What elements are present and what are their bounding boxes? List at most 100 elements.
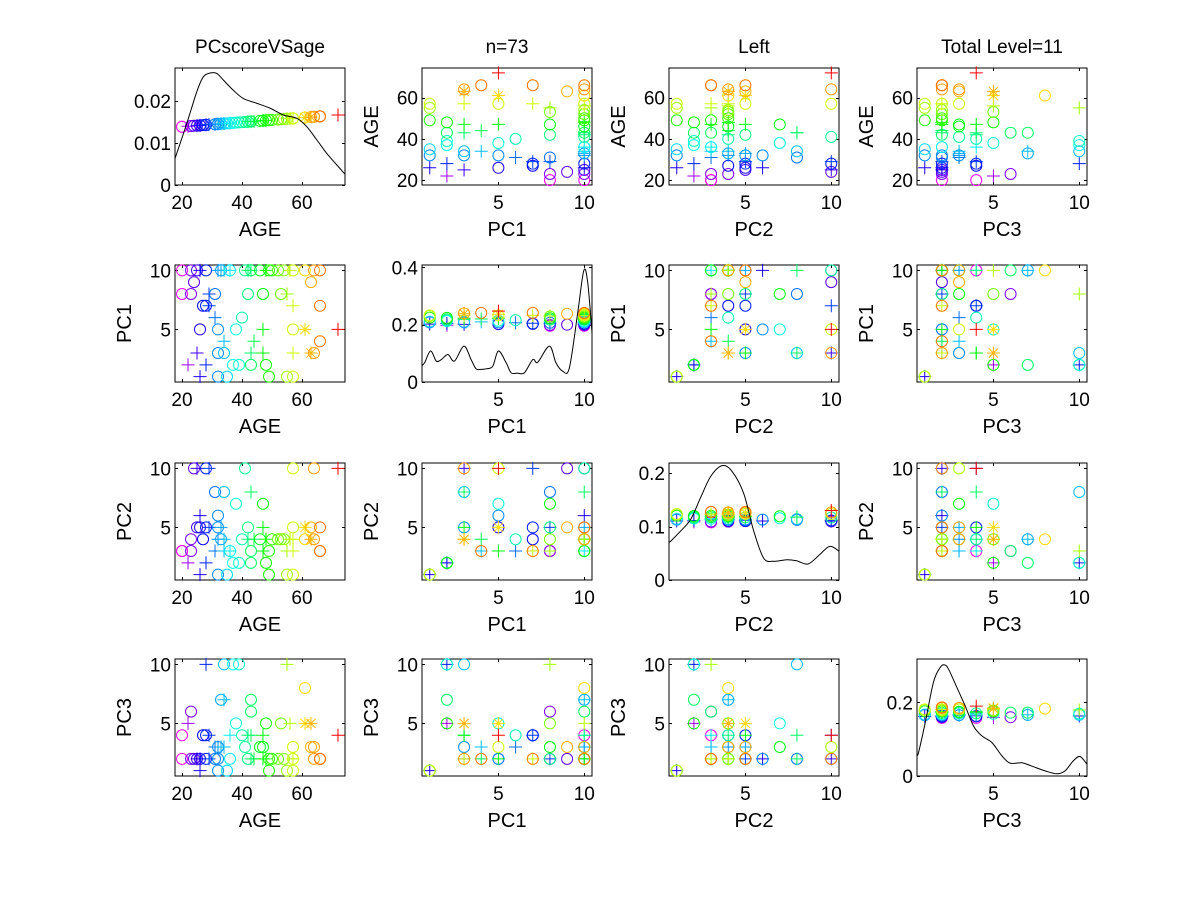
data-point <box>298 520 312 534</box>
data-point <box>561 462 574 475</box>
data-point <box>918 149 931 162</box>
x-tick-label: 10 <box>574 390 595 411</box>
data-point <box>245 705 257 718</box>
data-point <box>233 556 245 569</box>
data-point <box>704 140 718 154</box>
data-point <box>577 509 591 523</box>
x-tick-label: 5 <box>740 390 751 411</box>
data-point <box>705 141 718 154</box>
y-tick-label: 40 <box>644 130 665 151</box>
data-point <box>475 752 488 765</box>
data-point <box>790 346 804 360</box>
data-point <box>457 485 471 499</box>
data-point <box>491 544 505 558</box>
data-point <box>176 264 189 277</box>
data-point <box>423 101 436 114</box>
data-point <box>738 146 752 160</box>
data-point <box>440 116 453 129</box>
data-point <box>272 113 284 126</box>
data-point <box>491 716 505 730</box>
data-point <box>313 264 326 277</box>
data-point <box>687 157 701 171</box>
data-point <box>704 311 718 325</box>
data-point <box>773 741 786 754</box>
y-axis-label: PC2 <box>361 502 383 541</box>
data-point <box>825 130 838 143</box>
data-point <box>331 728 345 742</box>
data-point <box>423 764 436 777</box>
x-tick-label: 5 <box>493 390 504 411</box>
data-point <box>704 287 718 301</box>
x-axis-label: PC1 <box>488 219 527 241</box>
data-point <box>738 287 752 301</box>
data-point <box>722 264 735 277</box>
data-point <box>825 83 838 96</box>
data-point <box>687 658 700 671</box>
data-point <box>969 155 983 169</box>
data-point <box>935 334 949 348</box>
data-point <box>457 752 471 766</box>
data-point <box>331 108 345 122</box>
data-point <box>953 701 966 714</box>
data-point <box>721 346 735 360</box>
data-point <box>1021 358 1034 371</box>
data-point <box>491 89 505 103</box>
panel-pc1-vs-pc3: 5 10 5 10 PC3 PC1 <box>856 261 1090 438</box>
data-point <box>217 740 231 754</box>
data-point <box>239 462 251 475</box>
data-point <box>935 141 948 154</box>
data-point <box>969 140 983 154</box>
data-point <box>1072 101 1086 115</box>
x-tick-label: 5 <box>740 588 751 609</box>
data-point <box>185 545 198 558</box>
data-point <box>670 370 684 384</box>
data-point <box>1004 706 1017 719</box>
data-point <box>670 512 683 525</box>
data-point <box>953 521 966 534</box>
data-point <box>705 505 718 518</box>
data-point <box>474 740 488 754</box>
data-point <box>1004 264 1017 277</box>
data-point <box>230 497 243 510</box>
data-point <box>199 556 213 570</box>
data-point <box>492 149 505 162</box>
data-point <box>199 358 213 372</box>
data-point <box>313 299 326 312</box>
x-tick-label: 40 <box>231 588 252 609</box>
data-point <box>969 544 983 558</box>
data-point <box>670 97 683 110</box>
data-point <box>722 741 735 754</box>
axes-box <box>174 658 346 777</box>
data-point <box>233 116 245 129</box>
data-point <box>247 114 261 128</box>
data-point <box>1038 533 1051 546</box>
data-point <box>756 752 770 766</box>
data-point <box>491 752 505 766</box>
data-point <box>721 740 735 754</box>
x-axis-label: PC2 <box>735 810 774 832</box>
data-point <box>935 299 949 313</box>
data-point <box>918 370 932 384</box>
y-tick-label: 5 <box>407 518 418 539</box>
data-point <box>212 568 225 581</box>
data-point <box>738 740 752 754</box>
data-point <box>952 544 966 558</box>
data-point <box>578 174 591 187</box>
data-point <box>440 169 454 183</box>
data-point <box>280 287 294 301</box>
data-point <box>722 681 735 694</box>
density-curve <box>422 268 592 375</box>
data-point <box>233 658 245 671</box>
x-axis-label: PC3 <box>983 614 1022 636</box>
x-tick-label: 40 <box>231 193 252 214</box>
data-point <box>1038 89 1051 102</box>
data-point <box>1021 556 1034 569</box>
data-point <box>739 741 752 754</box>
data-point <box>176 545 189 558</box>
data-point <box>543 717 556 730</box>
data-point <box>257 497 269 510</box>
data-point <box>986 84 1000 98</box>
data-point <box>266 264 278 277</box>
y-axis-label: PC2 <box>114 502 136 541</box>
